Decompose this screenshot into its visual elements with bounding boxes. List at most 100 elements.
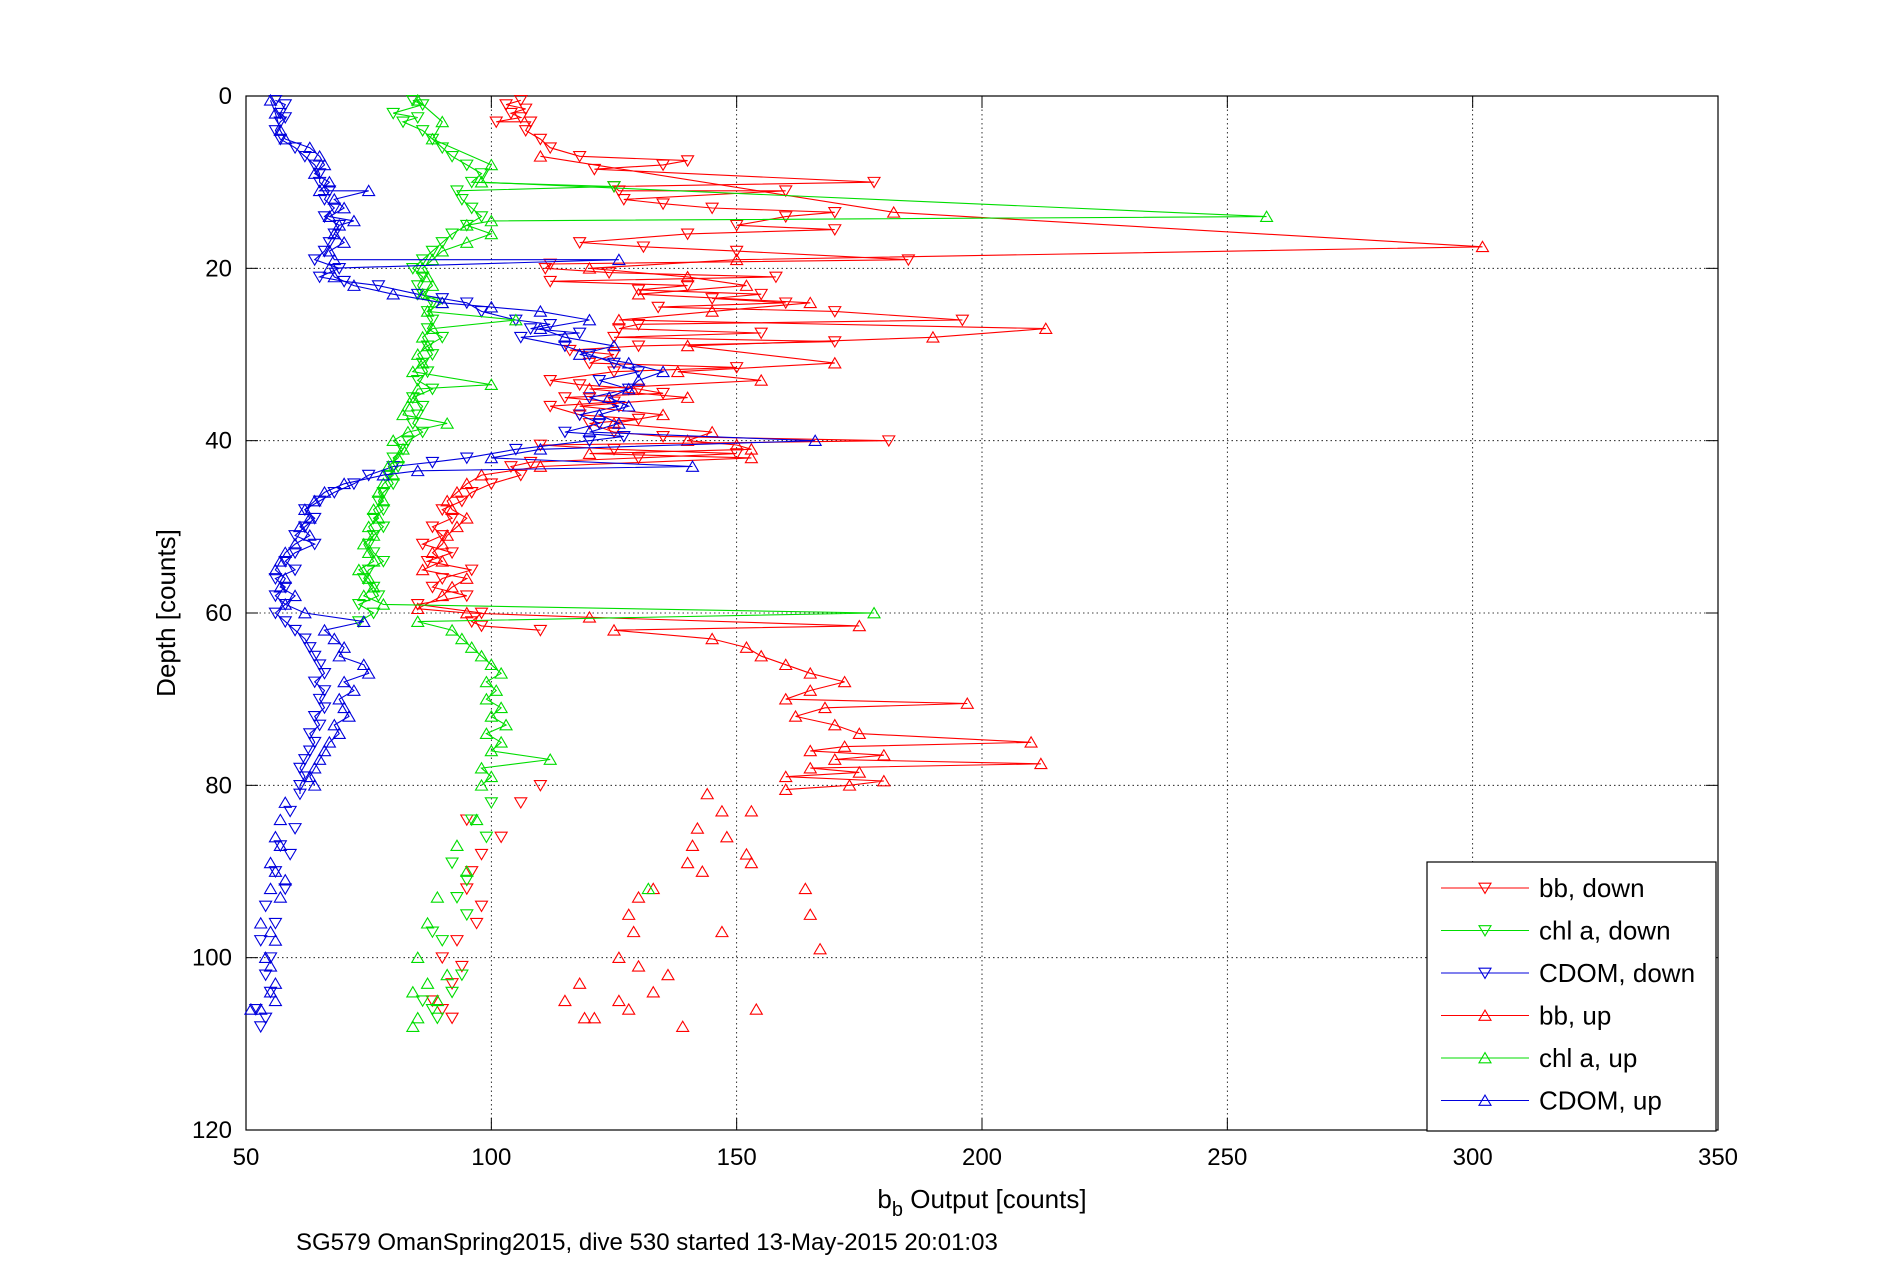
data-point [474, 848, 489, 861]
data-point [278, 883, 293, 896]
data-point [302, 728, 317, 741]
data-point [302, 770, 317, 783]
data-point [729, 438, 744, 451]
data-point [778, 185, 793, 198]
data-point [827, 224, 842, 237]
y-tick-label: 100 [192, 945, 232, 972]
data-point [307, 254, 322, 267]
data-point [631, 959, 646, 972]
data-point [410, 602, 425, 615]
data-point [538, 262, 553, 275]
data-point [268, 830, 283, 843]
data-point [425, 322, 440, 335]
legend-marker [1478, 1094, 1492, 1106]
series-markers-6 [425, 779, 548, 1025]
data-point [494, 666, 509, 679]
x-tick-label: 200 [962, 1144, 1002, 1171]
data-point [440, 968, 455, 981]
data-point [381, 469, 396, 482]
data-point [317, 245, 332, 258]
data-point [631, 383, 646, 396]
data-point [803, 666, 818, 679]
data-point [415, 125, 430, 137]
data-point [808, 434, 823, 447]
data-point [342, 709, 357, 722]
legend-marker [1478, 1009, 1492, 1021]
data-point [445, 228, 460, 241]
data-point [366, 547, 381, 560]
data-point [582, 425, 597, 438]
data-point [430, 1012, 445, 1025]
data-point [450, 891, 464, 904]
data-point [410, 1011, 425, 1024]
data-point [307, 736, 322, 749]
data-point [293, 779, 307, 792]
data-point [263, 882, 278, 895]
data-point [621, 908, 636, 920]
data-point [293, 762, 307, 775]
data-point [464, 202, 479, 215]
data-point [484, 744, 499, 757]
data-point [582, 357, 597, 370]
legend-marker [1478, 925, 1492, 937]
data-point [631, 366, 646, 379]
series-markers-9 [557, 787, 828, 1032]
data-point [592, 418, 607, 430]
data-point [450, 520, 464, 533]
data-point [474, 761, 489, 774]
data-point [508, 313, 523, 326]
data-point [543, 374, 558, 387]
data-point [327, 227, 342, 240]
data-point [484, 214, 499, 227]
data-point [680, 270, 695, 283]
data-point [317, 744, 332, 757]
data-point [611, 951, 626, 964]
data-point [459, 511, 474, 524]
series-markers-10 [405, 813, 656, 1032]
data-point [543, 275, 558, 288]
data-point [621, 399, 636, 412]
data-point [410, 288, 425, 301]
data-point [543, 752, 558, 765]
data-point [739, 279, 754, 291]
data-point [543, 142, 558, 155]
data-point [656, 159, 671, 172]
y-tick-label: 40 [205, 428, 232, 455]
data-point [371, 495, 386, 508]
data-point [376, 468, 391, 481]
data-point [410, 348, 425, 360]
legend-label: chl a, down [1539, 916, 1671, 946]
data-point [607, 331, 621, 344]
data-point [744, 442, 759, 455]
data-point [376, 487, 391, 499]
data-point [494, 831, 509, 844]
data-point [744, 856, 759, 869]
data-point [469, 917, 484, 930]
data-point [386, 478, 401, 491]
data-point [705, 202, 720, 215]
data-point [332, 692, 347, 705]
data-point [607, 357, 621, 370]
data-point [955, 314, 970, 327]
series-line [269, 100, 816, 786]
data-point [450, 485, 464, 498]
data-point [464, 564, 479, 577]
data-point [577, 1011, 592, 1024]
series-line [357, 99, 1267, 786]
data-point [400, 435, 415, 448]
data-point [513, 112, 528, 125]
data-point [366, 554, 381, 567]
data-point [523, 456, 538, 469]
data-point [366, 580, 381, 593]
data-point [611, 416, 626, 429]
data-point [361, 572, 376, 584]
data-point [307, 778, 322, 791]
data-point [690, 821, 705, 834]
data-point [778, 297, 793, 310]
data-point [621, 356, 636, 369]
data-point [302, 745, 317, 758]
data-point [278, 132, 293, 145]
data-point [307, 711, 322, 723]
legend-marker [1478, 882, 1492, 895]
data-point [346, 684, 361, 696]
